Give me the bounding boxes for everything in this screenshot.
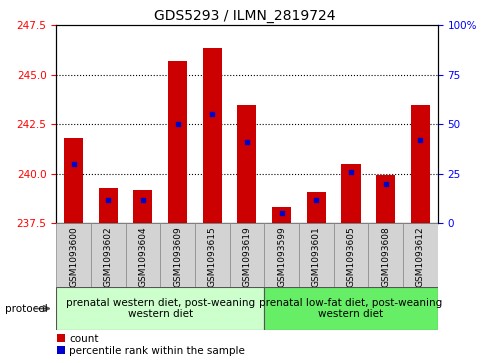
Bar bbox=[298, 223, 333, 287]
Bar bbox=[160, 223, 195, 287]
Bar bbox=[195, 223, 229, 287]
Bar bbox=[264, 223, 298, 287]
Bar bbox=[264, 287, 437, 330]
Text: GSM1093609: GSM1093609 bbox=[173, 227, 182, 287]
Bar bbox=[367, 223, 402, 287]
Bar bbox=[64, 138, 83, 223]
Legend: count, percentile rank within the sample: count, percentile rank within the sample bbox=[57, 334, 244, 356]
Bar bbox=[125, 223, 160, 287]
Bar bbox=[56, 287, 264, 330]
Bar bbox=[341, 164, 360, 223]
Text: protocol: protocol bbox=[5, 303, 47, 314]
Bar bbox=[237, 105, 256, 223]
Bar bbox=[333, 223, 367, 287]
Bar bbox=[410, 105, 429, 223]
Bar bbox=[91, 223, 125, 287]
Text: prenatal low-fat diet, post-weaning
western diet: prenatal low-fat diet, post-weaning west… bbox=[259, 298, 442, 319]
Text: GSM1093615: GSM1093615 bbox=[207, 227, 216, 287]
Text: GSM1093612: GSM1093612 bbox=[415, 227, 424, 287]
Bar bbox=[375, 175, 394, 223]
Text: GSM1093608: GSM1093608 bbox=[380, 227, 389, 287]
Text: GSM1093605: GSM1093605 bbox=[346, 227, 355, 287]
Bar bbox=[229, 223, 264, 287]
Text: GSM1093599: GSM1093599 bbox=[277, 227, 285, 287]
Bar bbox=[168, 61, 187, 223]
Text: GSM1093601: GSM1093601 bbox=[311, 227, 320, 287]
Bar bbox=[271, 207, 290, 223]
Bar bbox=[133, 189, 152, 223]
Text: GSM1093602: GSM1093602 bbox=[103, 227, 113, 287]
Bar bbox=[99, 188, 118, 223]
Bar bbox=[203, 48, 222, 223]
Text: prenatal western diet, post-weaning
western diet: prenatal western diet, post-weaning west… bbox=[65, 298, 254, 319]
Bar bbox=[306, 192, 325, 223]
Bar bbox=[56, 223, 91, 287]
Text: GSM1093604: GSM1093604 bbox=[138, 227, 147, 287]
Text: GSM1093619: GSM1093619 bbox=[242, 227, 251, 287]
Text: GDS5293 / ILMN_2819724: GDS5293 / ILMN_2819724 bbox=[153, 9, 335, 23]
Text: GSM1093600: GSM1093600 bbox=[69, 227, 78, 287]
Bar bbox=[402, 223, 437, 287]
